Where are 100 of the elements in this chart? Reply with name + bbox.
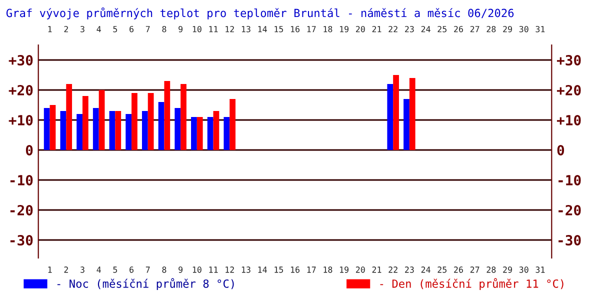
bar [164, 81, 170, 150]
y2-tick-label: -20 [558, 204, 581, 216]
category-label: 14 [258, 26, 267, 32]
x-tick-label: 21 [372, 266, 382, 273]
x-tick-label: 20 [356, 266, 365, 273]
y-tick-label: +10 [8, 114, 33, 126]
category-label: 18 [324, 26, 332, 32]
bar [387, 84, 394, 150]
category-label: 16 [290, 26, 300, 32]
x-tick-label: 6 [130, 266, 134, 273]
x-tick-label: 27 [470, 266, 480, 273]
y-tick-label: 0 [26, 144, 33, 156]
x-tick-label: 25 [438, 266, 446, 273]
category-label: 30 [519, 26, 528, 32]
category-label: 7 [146, 26, 150, 32]
bar [76, 114, 82, 150]
x-tick-label: 28 [486, 266, 496, 273]
x-tick-label: 1 [48, 266, 52, 273]
bar [60, 111, 66, 150]
x-tick-label: 18 [324, 266, 332, 273]
category-label: 10 [192, 26, 202, 32]
category-label: 20 [356, 26, 365, 32]
x-tick-label: 11 [209, 266, 218, 273]
y-tick-label: +30 [8, 54, 33, 66]
bar [409, 78, 416, 150]
x-tick-label: 4 [96, 266, 101, 273]
y2-tick-label: 0 [557, 144, 564, 156]
bar [109, 111, 116, 150]
x-tick-label: 24 [421, 266, 430, 273]
bar [98, 90, 105, 150]
category-label: 26 [454, 26, 463, 32]
x-tick-label: 30 [519, 266, 528, 273]
bar [142, 111, 148, 150]
y-tick-label: -30 [10, 234, 33, 246]
bar [66, 84, 72, 150]
chart-title: Graf vývoje průměrných teplot pro teploměr Bruntál - náměstí a měsíc 06/2026 [6, 8, 514, 20]
bar [174, 108, 181, 150]
x-tick-label: 5 [113, 266, 118, 273]
bar [213, 111, 220, 150]
x-tick-label: 9 [178, 266, 183, 273]
y2-tick-label: +10 [556, 114, 581, 126]
category-label: 23 [405, 26, 414, 32]
category-label: 28 [486, 26, 496, 32]
x-tick-label: 14 [258, 266, 267, 273]
category-label: 8 [162, 26, 166, 32]
category-label: 4 [96, 26, 101, 32]
x-tick-label: 31 [536, 266, 545, 273]
category-label: 27 [470, 26, 480, 32]
bar [126, 114, 132, 150]
bar [50, 105, 56, 150]
category-label: 11 [209, 26, 218, 32]
bar [191, 117, 197, 150]
x-tick-label: 17 [307, 266, 316, 273]
x-tick-label: 3 [80, 266, 84, 273]
x-tick-label: 22 [388, 266, 398, 273]
category-label: 22 [388, 26, 398, 32]
x-tick-label: 29 [503, 266, 512, 273]
y2-tick-label: +20 [556, 84, 581, 96]
category-label: 25 [438, 26, 446, 32]
legend-label: - Noc (měsíční průměr 8 °C) [57, 278, 234, 290]
y-tick-label: -10 [10, 174, 33, 186]
category-label: 6 [130, 26, 134, 32]
bar [132, 93, 138, 150]
y2-tick-label: +30 [556, 54, 581, 66]
x-tick-label: 8 [162, 266, 166, 273]
bar [196, 117, 203, 150]
category-label: 12 [226, 26, 234, 32]
x-tick-label: 10 [192, 266, 202, 273]
category-label: 15 [274, 26, 284, 32]
bar [207, 117, 214, 150]
bar [44, 108, 50, 150]
category-label: 21 [372, 26, 382, 32]
legend-label: - Den (měsíční průměr 11 °C) [380, 278, 564, 290]
x-tick-label: 16 [290, 266, 300, 273]
bar [92, 108, 99, 150]
category-label: 17 [307, 26, 316, 32]
x-tick-label: 12 [226, 266, 234, 273]
y-tick-label: -20 [10, 204, 33, 216]
x-tick-label: 15 [274, 266, 284, 273]
bar [158, 102, 164, 150]
x-tick-label: 26 [454, 266, 463, 273]
category-label: 3 [80, 26, 84, 32]
y2-tick-label: -30 [558, 234, 581, 246]
bar [404, 99, 410, 150]
x-tick-label: 23 [405, 266, 414, 273]
x-tick-label: 19 [340, 266, 348, 273]
y-tick-label: +20 [8, 84, 33, 96]
x-tick-label: 13 [242, 266, 250, 273]
bar [115, 111, 122, 150]
category-label: 24 [421, 26, 430, 32]
category-label: 5 [113, 26, 118, 32]
bar [82, 96, 88, 150]
category-label: 29 [503, 26, 512, 32]
bar [230, 99, 236, 150]
category-label: 31 [536, 26, 545, 32]
bar [148, 93, 154, 150]
category-label: 9 [178, 26, 183, 32]
category-label: 13 [242, 26, 250, 32]
y2-tick-label: -10 [558, 174, 581, 186]
x-tick-label: 7 [146, 266, 150, 273]
